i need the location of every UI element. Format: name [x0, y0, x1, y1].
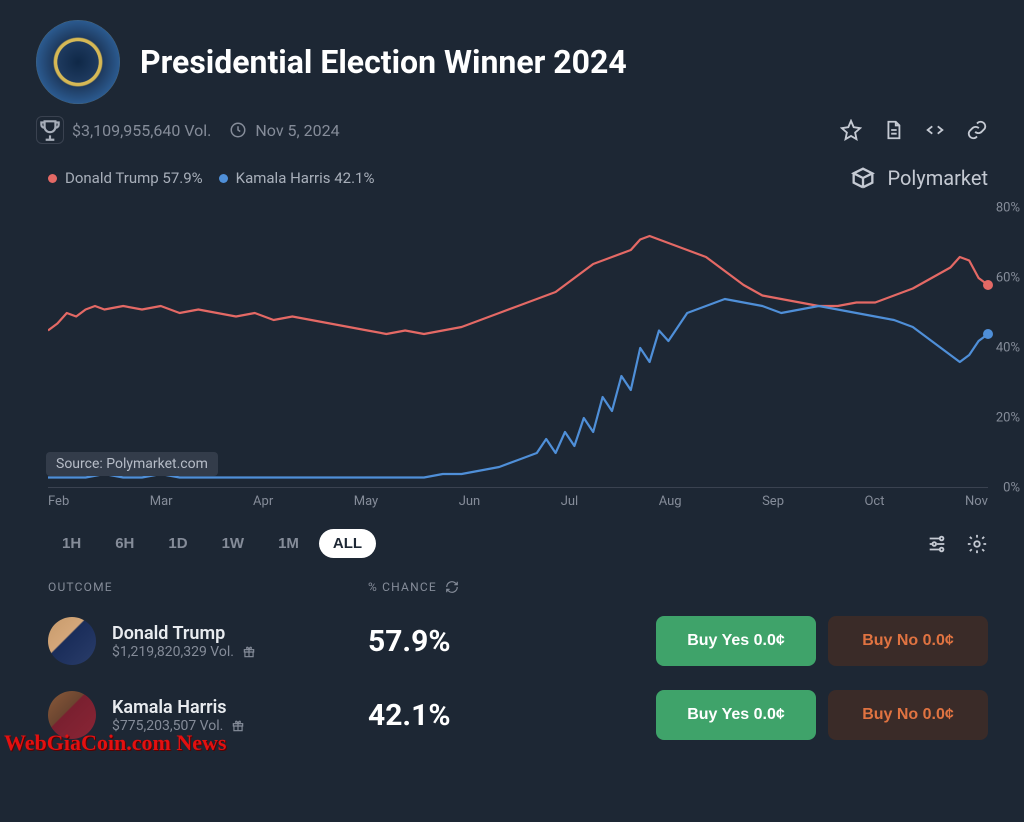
header-chance: % CHANCE [368, 580, 568, 594]
header-outcome: OUTCOME [48, 580, 368, 594]
outcome-avatar [48, 691, 96, 739]
buy-yes-button[interactable]: Buy Yes 0.0¢ [656, 616, 816, 666]
legend-label: Donald Trump 57.9% [65, 169, 203, 187]
outcome-avatar [48, 617, 96, 665]
legend-item[interactable]: Donald Trump 57.9% [48, 169, 203, 187]
market-title: Presidential Election Winner 2024 [140, 43, 627, 81]
legend-items: Donald Trump 57.9% Kamala Harris 42.1% [48, 169, 374, 187]
range-btn-all[interactable]: ALL [319, 529, 376, 558]
chart-container: Source: Polymarket.com 80%60%40%20%0% Fe… [0, 200, 1024, 509]
y-tick-label: 80% [996, 201, 1020, 216]
outcome-volume: $775,203,507 Vol. [112, 718, 368, 734]
legend-label: Kamala Harris 42.1% [236, 169, 375, 187]
presidential-seal-icon [36, 20, 120, 104]
x-axis: Feb Mar Apr May Jun Jul Aug Sep Oct Nov [48, 488, 988, 509]
market-header: Presidential Election Winner 2024 [0, 0, 1024, 116]
chart-baseline [48, 487, 988, 488]
chart-controls: 1H6H1D1W1MALL [0, 509, 1024, 574]
star-icon[interactable] [840, 119, 862, 141]
clock-icon [229, 121, 247, 139]
outcome-row: Donald Trump $1,219,820,329 Vol. 57.9% B… [0, 604, 1024, 678]
y-tick-label: 60% [996, 271, 1020, 286]
range-btn-6h[interactable]: 6H [101, 529, 148, 558]
y-tick-label: 40% [996, 341, 1020, 356]
x-tick-label: Mar [150, 494, 173, 509]
x-tick-label: Aug [659, 494, 682, 509]
series-harris [48, 299, 988, 478]
series-end-dot-trump [983, 280, 993, 290]
polymarket-logo-icon [849, 164, 877, 192]
y-tick-label: 0% [1003, 481, 1020, 496]
action-icons [840, 119, 988, 141]
meta-row: $3,109,955,640 Vol. Nov 5, 2024 [0, 116, 1024, 160]
y-tick-label: 20% [996, 411, 1020, 426]
gear-icon[interactable] [966, 533, 988, 555]
x-tick-label: Sep [762, 494, 784, 509]
buy-no-button[interactable]: Buy No 0.0¢ [828, 616, 988, 666]
series-end-dot-harris [983, 329, 993, 339]
range-buttons: 1H6H1D1W1MALL [48, 529, 376, 558]
x-tick-label: May [354, 494, 378, 509]
x-tick-label: Jul [561, 494, 579, 509]
range-btn-1w[interactable]: 1W [208, 529, 259, 558]
trophy-icon [36, 116, 64, 144]
outcome-row: Kamala Harris $775,203,507 Vol. 42.1% Bu… [0, 678, 1024, 752]
outcome-chance: 57.9% [368, 624, 451, 659]
embed-icon[interactable] [924, 119, 946, 141]
x-tick-label: Jun [459, 494, 481, 509]
link-icon[interactable] [966, 119, 988, 141]
gift-icon [242, 645, 256, 659]
price-chart[interactable]: Source: Polymarket.com 80%60%40%20%0% [48, 208, 988, 488]
outcome-volume: $1,219,820,329 Vol. [112, 644, 368, 660]
date-stat: Nov 5, 2024 [229, 121, 339, 140]
brand: Polymarket [849, 164, 988, 192]
series-trump [48, 236, 988, 334]
buy-no-button[interactable]: Buy No 0.0¢ [828, 690, 988, 740]
volume-stat: $3,109,955,640 Vol. [36, 116, 211, 144]
document-icon[interactable] [882, 119, 904, 141]
gift-icon [231, 719, 245, 733]
outcomes-header: OUTCOME % CHANCE [0, 574, 1024, 604]
outcome-chance: 42.1% [368, 698, 451, 733]
volume-text: $3,109,955,640 Vol. [72, 121, 211, 140]
outcome-name[interactable]: Donald Trump [112, 623, 368, 644]
chart-settings [926, 533, 988, 555]
x-tick-label: Nov [965, 494, 988, 509]
date-text: Nov 5, 2024 [255, 121, 339, 140]
buy-yes-button[interactable]: Buy Yes 0.0¢ [656, 690, 816, 740]
x-tick-label: Feb [48, 494, 69, 509]
range-btn-1h[interactable]: 1H [48, 529, 95, 558]
source-badge: Source: Polymarket.com [46, 452, 218, 476]
range-btn-1d[interactable]: 1D [154, 529, 201, 558]
x-tick-label: Apr [253, 494, 273, 509]
legend-dot [219, 174, 228, 183]
outcome-name[interactable]: Kamala Harris [112, 697, 368, 718]
sliders-icon[interactable] [926, 533, 948, 555]
legend-dot [48, 174, 57, 183]
x-tick-label: Oct [864, 494, 884, 509]
brand-text: Polymarket [887, 166, 988, 190]
legend-item[interactable]: Kamala Harris 42.1% [219, 169, 375, 187]
outcomes-list: Donald Trump $1,219,820,329 Vol. 57.9% B… [0, 604, 1024, 752]
meta-left: $3,109,955,640 Vol. Nov 5, 2024 [36, 116, 340, 144]
refresh-icon[interactable] [445, 580, 459, 594]
legend-row: Donald Trump 57.9% Kamala Harris 42.1% Po… [0, 160, 1024, 200]
range-btn-1m[interactable]: 1M [264, 529, 313, 558]
